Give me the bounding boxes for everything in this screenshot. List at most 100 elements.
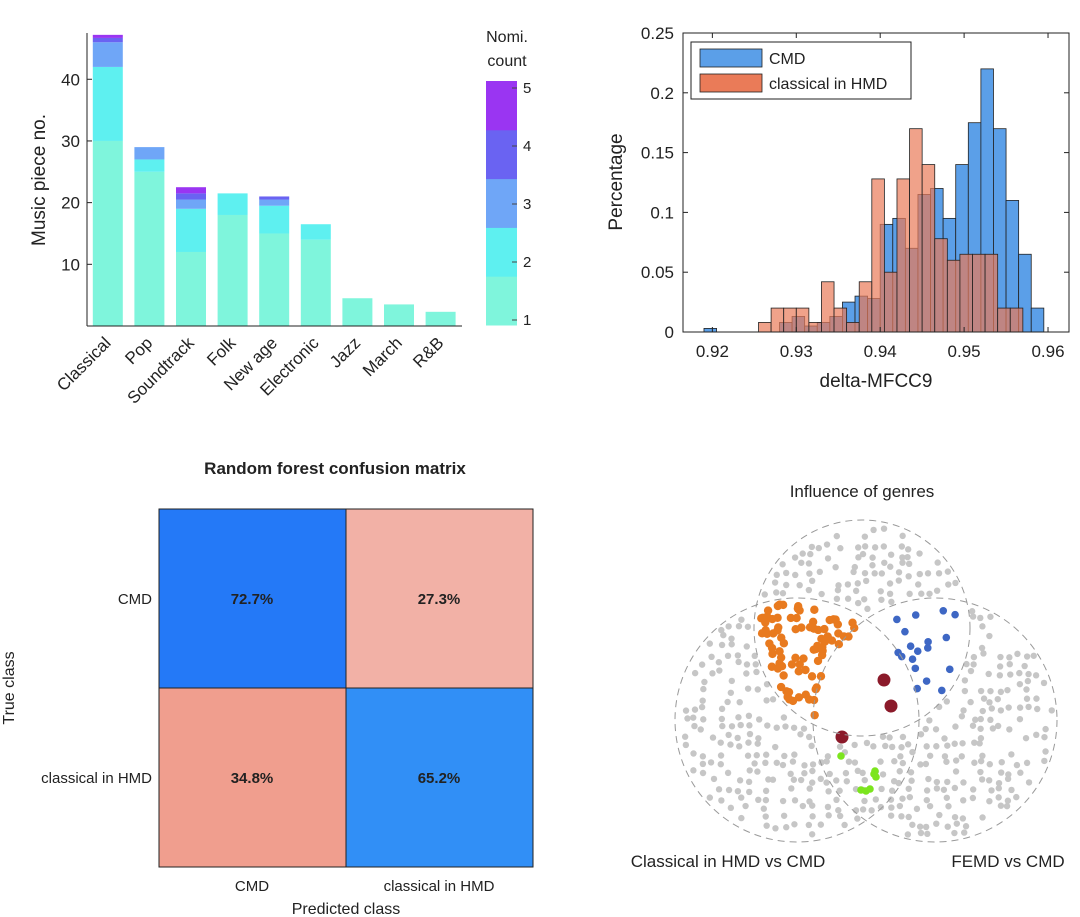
cm-cell-cmd-hmd (346, 509, 533, 688)
venn-point-gray (1042, 725, 1049, 733)
venn-point-gray (951, 740, 958, 747)
venn-point-gray (933, 820, 940, 827)
venn-point-orange (775, 659, 784, 668)
venn-point-orange (765, 639, 774, 648)
colorbar-segment (486, 227, 517, 277)
venn-point-gray (727, 804, 735, 812)
venn-point-gray (809, 779, 816, 786)
venn-point-gray (864, 605, 871, 613)
cm-row-label-cmd: CMD (118, 591, 152, 608)
venn-point-gray (808, 577, 816, 585)
venn-point-gray (994, 695, 1001, 703)
hist-x-tick-label: 0.96 (1031, 342, 1064, 361)
venn-point-green (837, 752, 845, 760)
venn-point-gray (1032, 672, 1040, 679)
cm-cell-hmd-hmd (346, 688, 533, 867)
venn-point-gray (851, 741, 858, 749)
venn-point-gray (763, 822, 770, 829)
venn-point-gray (754, 768, 761, 775)
venn-point-gray (959, 740, 966, 747)
venn-point-gray (952, 757, 960, 764)
venn-point-gray (769, 696, 777, 703)
venn-point-gray (754, 740, 761, 747)
bar-segment (176, 199, 206, 209)
venn-point-gray (980, 650, 987, 657)
venn-point-gray (851, 759, 859, 766)
venn-point-gray (699, 753, 707, 760)
bar-segment (92, 66, 123, 141)
venn-point-gray (861, 776, 868, 784)
venn-point-gray (701, 678, 708, 686)
venn-point-gray (690, 767, 697, 774)
venn-point-gray (746, 788, 753, 796)
venn-point-gray (682, 741, 690, 749)
bar-category-label: R&B (409, 333, 447, 371)
venn-point-gray (728, 635, 735, 642)
venn-point-gray (998, 758, 1005, 766)
venn-point-gray (1013, 793, 1020, 801)
venn-point-gray (1023, 695, 1031, 702)
venn-point-gray (905, 560, 913, 568)
venn-point-orange (801, 665, 810, 675)
venn-point-blue (924, 638, 932, 646)
venn-point-gray (987, 613, 994, 620)
venn-point-gray (728, 723, 736, 730)
venn-point-gray (888, 598, 895, 606)
venn-point-gray (717, 761, 724, 768)
venn-point-gray (986, 699, 993, 706)
venn-point-gray (1008, 751, 1015, 758)
venn-point-gray (1004, 797, 1012, 804)
venn-point-gray (737, 721, 744, 729)
venn-point-gray (779, 590, 787, 597)
venn-point-gray (835, 582, 842, 589)
venn-point-gray (824, 753, 832, 760)
venn-point-gray (971, 759, 978, 766)
venn-point-gray (944, 568, 952, 575)
venn-point-gray (1041, 733, 1048, 741)
venn-point-gray (961, 829, 968, 836)
venn-point-gray (790, 776, 798, 783)
venn-point-gray (952, 723, 959, 730)
venn-point-gray (899, 733, 907, 741)
venn-point-gray (744, 623, 752, 630)
venn-point-gray (899, 559, 906, 566)
venn-point-gray (899, 532, 906, 540)
venn-point-gray (996, 672, 1004, 679)
venn-point-gray (832, 563, 839, 571)
venn-point-gray (940, 786, 948, 793)
hist-bar-hmd (871, 178, 885, 333)
bar-y-tick-label: 20 (61, 194, 80, 213)
venn-point-gray (977, 735, 985, 742)
venn-point-gray (782, 723, 789, 730)
venn-point-gray (922, 760, 930, 768)
hist-bar-cmd (1030, 307, 1045, 333)
venn-point-gray (727, 689, 735, 696)
venn-point-gray (734, 734, 741, 742)
colorbar-title-line2: count (487, 53, 527, 70)
venn-point-gray (773, 571, 780, 579)
venn-point-gray (854, 544, 862, 551)
venn-point-gray (724, 652, 732, 660)
venn-point-gray (833, 532, 841, 540)
venn-point-gray (880, 543, 888, 550)
venn-point-gray (720, 631, 727, 639)
cm-cell-cmd-cmd (159, 509, 346, 688)
confusion-matrix-title: Random forest confusion matrix (204, 459, 466, 478)
venn-circle-left (674, 597, 920, 843)
venn-point-gray (985, 777, 993, 784)
venn-set-label-right: FEMD vs CMD (951, 852, 1064, 871)
venn-point-gray (922, 823, 930, 831)
venn-point-gray (960, 797, 967, 804)
venn-point-gray (899, 554, 906, 561)
venn-point-gray (934, 559, 941, 566)
venn-point-gray (997, 802, 1005, 809)
venn-point-gray (869, 554, 876, 561)
venn-point-gray (808, 831, 816, 838)
venn-point-gray (926, 717, 933, 724)
venn-point-gray (698, 661, 706, 668)
venn-point-gray (986, 632, 993, 640)
venn-point-gray (941, 735, 948, 742)
venn-point-gray (976, 740, 983, 747)
venn-point-gray (932, 726, 940, 733)
